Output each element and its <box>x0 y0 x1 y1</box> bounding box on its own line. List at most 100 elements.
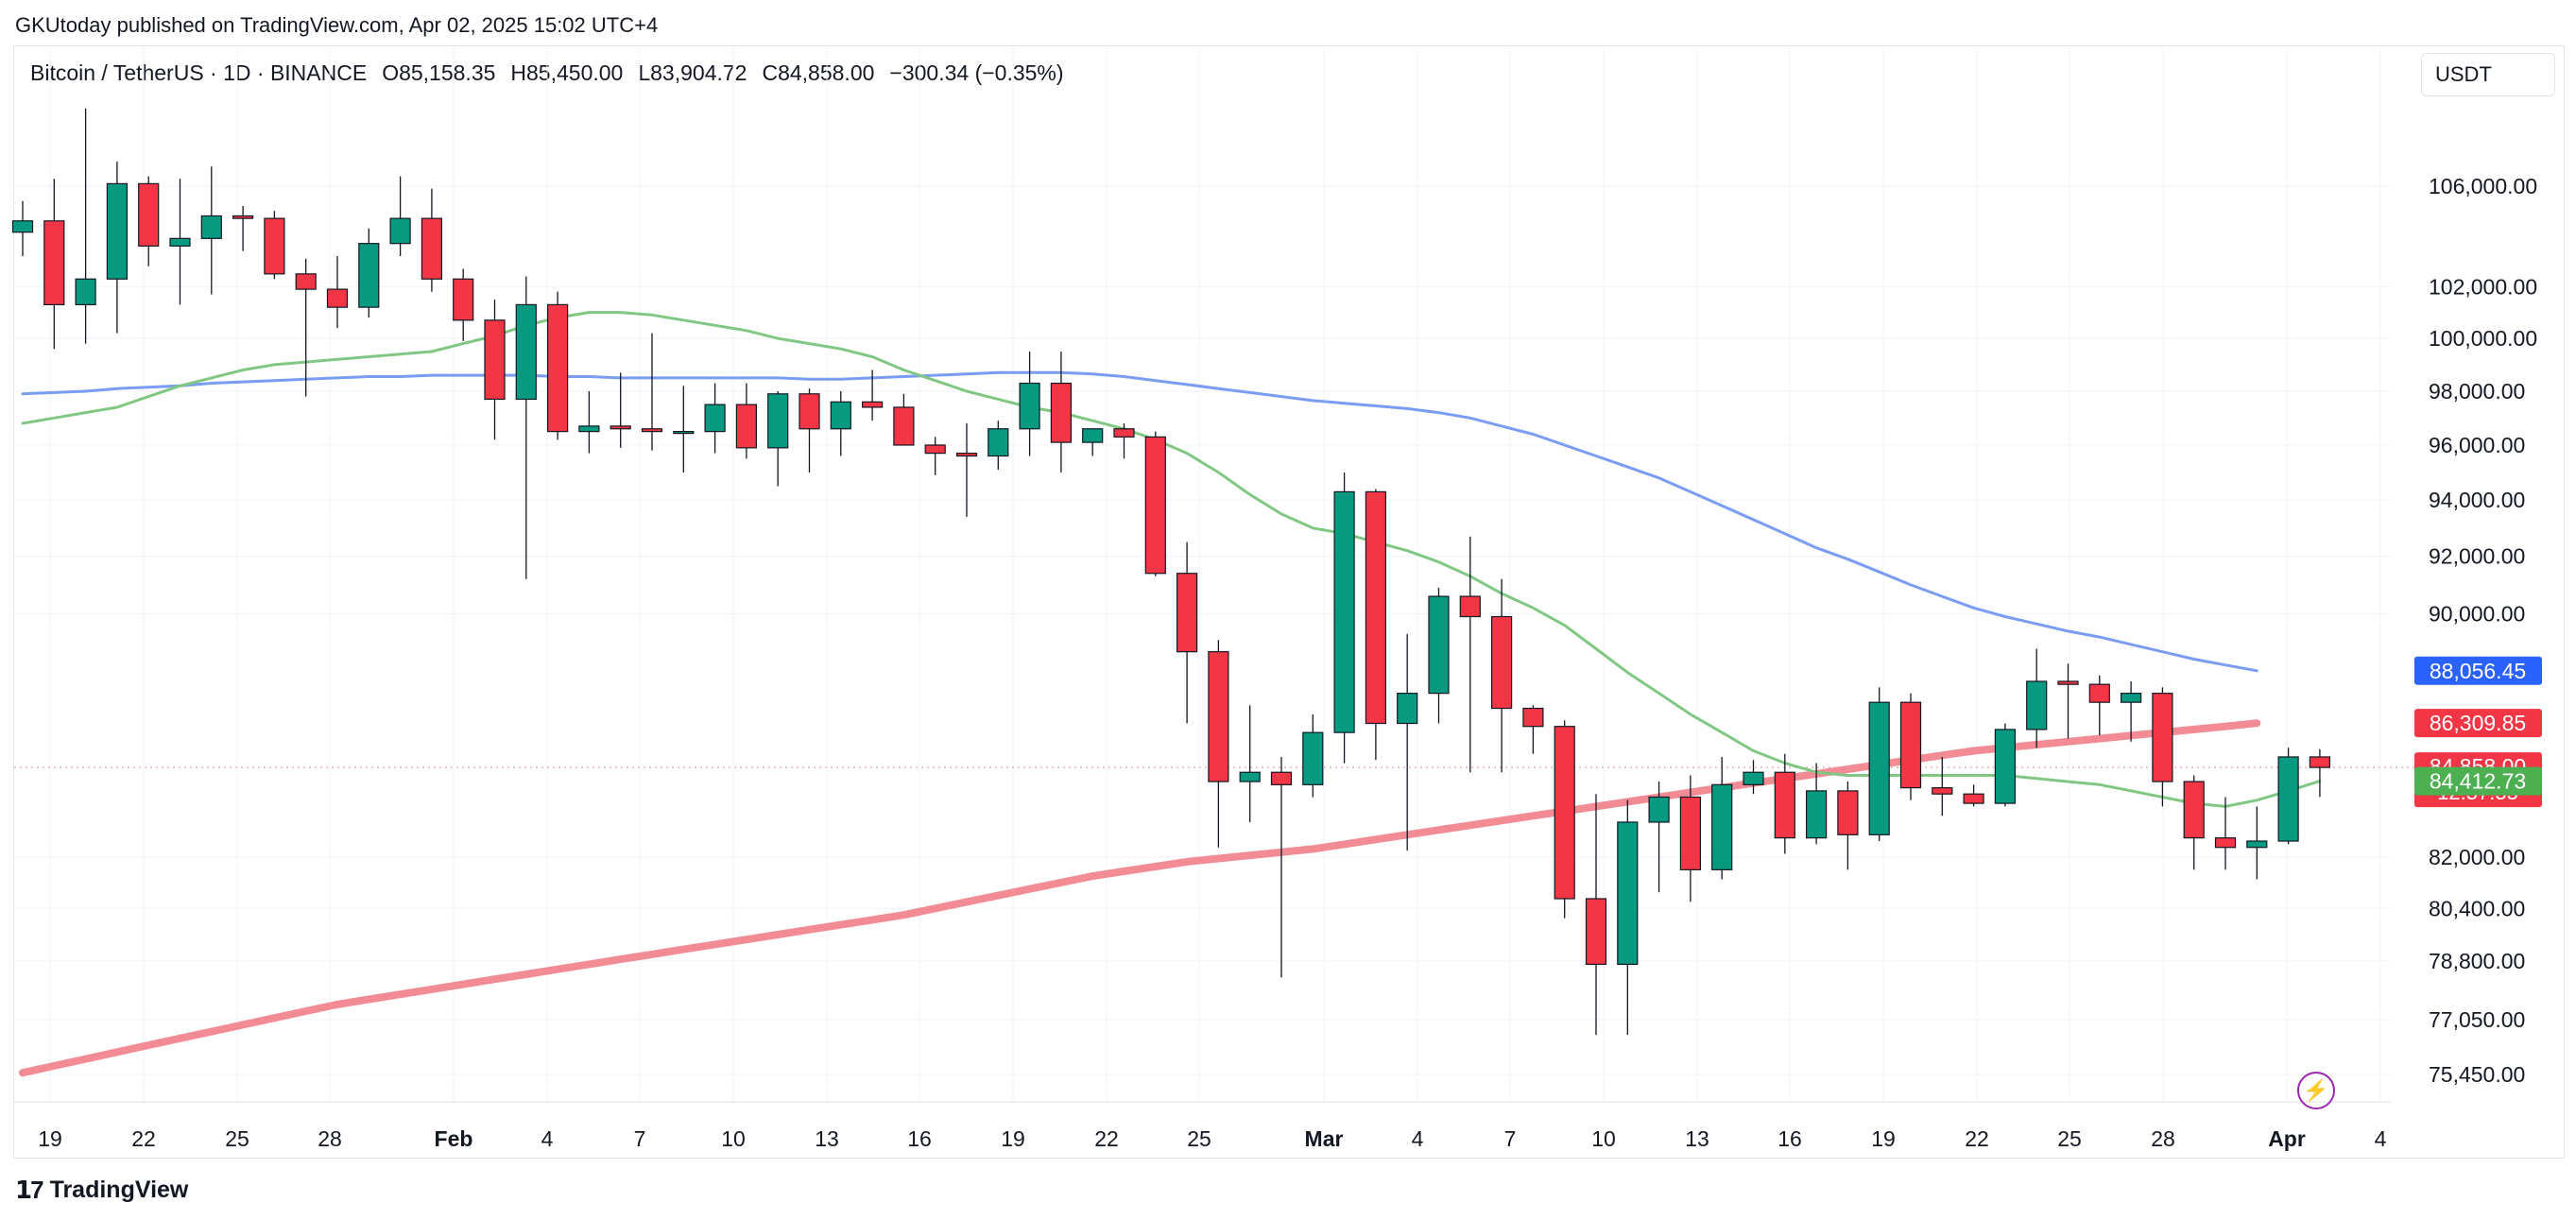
candle <box>767 390 789 487</box>
candle <box>893 393 915 446</box>
y-tick-label: 92,000.00 <box>2429 544 2525 569</box>
ma-green-line <box>21 311 2322 808</box>
candle <box>1774 753 1795 854</box>
x-axis[interactable]: 19 22 25 28 Feb 4 7 10 13 16 19 22 25 Mar 4 7 10 13 16 19 22… <box>38 1126 2386 1151</box>
lightning-icon[interactable]: ⚡ <box>2297 1072 2335 1109</box>
x-tick-label: 10 <box>1591 1126 1616 1151</box>
candle <box>987 421 1009 471</box>
candle <box>1805 763 1828 845</box>
candle <box>2057 663 2079 739</box>
candle <box>2152 687 2173 807</box>
candle-body <box>2121 693 2142 703</box>
candle-body <box>43 220 65 305</box>
publisher-line: GKUtoday published on TradingView.com, A… <box>15 13 659 37</box>
y-tick-label: 82,000.00 <box>2429 845 2525 869</box>
legend-symbol[interactable]: Bitcoin / TetherUS · 1D · BINANCE <box>30 60 368 85</box>
candle <box>453 268 474 341</box>
x-tick-label: 19 <box>1001 1126 1025 1151</box>
x-tick-label: 25 <box>1187 1126 1211 1151</box>
candle <box>1522 705 1544 754</box>
candle-body <box>578 425 600 433</box>
candle <box>358 228 380 318</box>
candle <box>924 437 946 475</box>
candle-body <box>1617 821 1639 965</box>
candle <box>1365 489 1387 761</box>
x-tick-label: 19 <box>38 1126 62 1151</box>
candle <box>1428 587 1450 724</box>
candle <box>1050 351 1073 473</box>
candle-body <box>1805 790 1828 839</box>
x-tick-label: Feb <box>435 1126 473 1151</box>
candle <box>1963 784 1984 807</box>
candle-body <box>610 425 631 430</box>
currency-button[interactable]: USDT <box>2421 53 2555 96</box>
candle <box>1868 687 1890 842</box>
candle <box>232 205 254 251</box>
candle-body <box>641 428 663 433</box>
candle <box>1019 351 1040 456</box>
candle <box>75 108 96 344</box>
tradingview-logo[interactable]: 𝟭7 TradingView <box>15 1176 188 1205</box>
candle-body <box>106 182 129 280</box>
candle-body <box>1963 793 1984 804</box>
price-badge-label: 84,412.73 <box>2430 769 2526 794</box>
brand-name: TradingView <box>49 1177 189 1203</box>
candle <box>295 258 317 397</box>
x-tick-label: 13 <box>815 1126 839 1151</box>
candle-body <box>924 444 946 455</box>
candle <box>1899 693 1922 800</box>
candle-body <box>2183 781 2205 839</box>
x-tick-label: 22 <box>1965 1126 1989 1151</box>
candle <box>2183 775 2205 870</box>
candle <box>2246 806 2268 880</box>
candle <box>421 188 442 292</box>
candle-body <box>1994 729 2016 804</box>
candle-body <box>515 303 537 401</box>
candle-body <box>264 217 285 275</box>
candle <box>735 383 758 459</box>
candle <box>1144 431 1166 576</box>
x-tick-label: 16 <box>1777 1126 1802 1151</box>
x-tick-label: 16 <box>907 1126 932 1151</box>
y-tick-label: 75,450.00 <box>2429 1062 2525 1087</box>
candle <box>830 390 851 456</box>
x-tick-label: 19 <box>1871 1126 1896 1151</box>
candle <box>1239 705 1261 822</box>
y-tick-label: 77,050.00 <box>2429 1007 2525 1032</box>
candle <box>2088 675 2110 736</box>
candle <box>1837 782 1859 870</box>
candle <box>704 383 726 454</box>
x-tick-label: 28 <box>318 1126 342 1151</box>
candle-body <box>546 303 569 433</box>
y-tick-label: 94,000.00 <box>2429 488 2525 512</box>
candles-layer <box>11 108 2330 1036</box>
candle <box>861 369 884 421</box>
price-badge-bg <box>2414 656 2542 685</box>
candle <box>326 256 349 329</box>
candle-body <box>2152 693 2173 782</box>
x-tick-label: 13 <box>1685 1126 1709 1151</box>
price-badge-label: 86,309.85 <box>2430 711 2526 735</box>
candle-body <box>704 404 726 433</box>
candle-body <box>1837 790 1859 835</box>
y-axis[interactable]: 106,000.00 102,000.00 100,000.00 98,000.00 9… <box>2429 174 2537 1087</box>
ma-green-polyline <box>21 311 2322 808</box>
candle-body <box>2026 680 2048 730</box>
candle <box>955 423 978 517</box>
y-tick-label: 106,000.00 <box>2429 174 2537 198</box>
candle-body <box>232 215 254 219</box>
candle-body <box>2088 683 2110 703</box>
price-badge: 84,412.73 <box>2414 766 2542 796</box>
y-tick-label: 100,000.00 <box>2429 326 2537 351</box>
candle-body <box>1082 428 1104 443</box>
candle-body <box>861 401 884 408</box>
candle <box>1176 541 1198 724</box>
x-tick-label: 25 <box>225 1126 249 1151</box>
candle-body <box>1522 707 1544 728</box>
candle <box>1743 760 1764 795</box>
candle-body <box>1176 573 1198 653</box>
legend-high: H85,450.00 <box>510 60 624 85</box>
candle <box>2214 797 2237 870</box>
legend-close: C84,858.00 <box>762 60 875 85</box>
